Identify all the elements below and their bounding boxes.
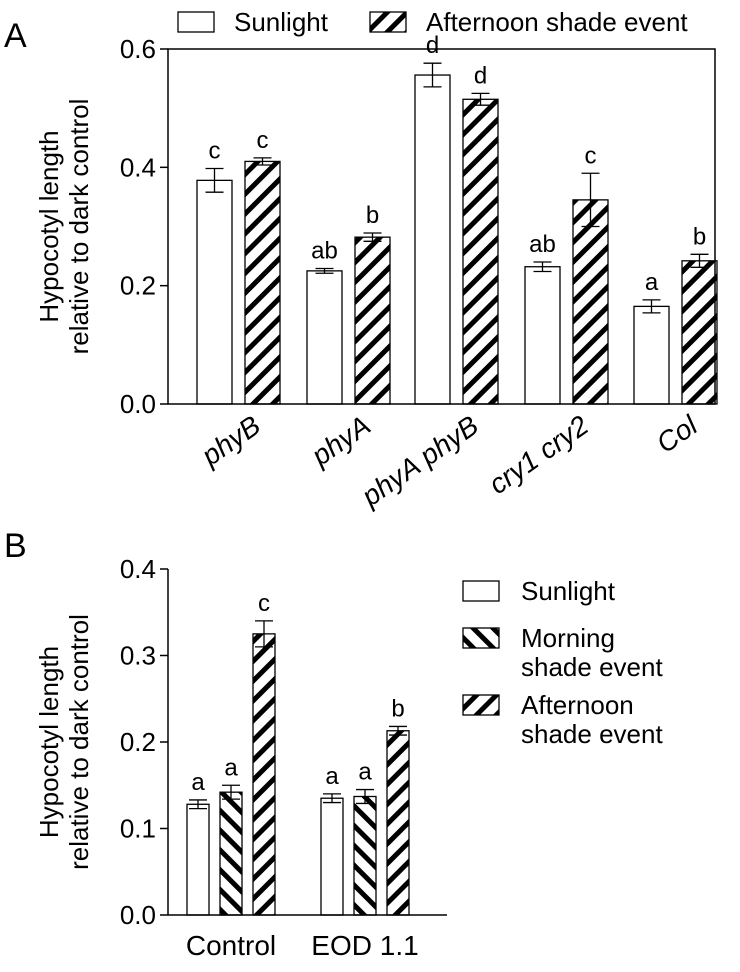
significance-letter: b [693, 223, 706, 250]
y-tick-label: 0.3 [120, 641, 156, 671]
y-axis-title-line: relative to dark control [64, 614, 94, 870]
significance-letter: c [585, 142, 597, 169]
bar [252, 633, 276, 916]
bar [414, 74, 451, 405]
y-tick-label: 0.2 [120, 271, 156, 301]
y-axis-title: Hypocotyl lengthrelative to dark control [34, 614, 94, 870]
significance-letter: ab [529, 231, 556, 258]
legend-label-line: Sunlight [521, 576, 616, 606]
bar [196, 179, 233, 405]
significance-letter: d [426, 32, 439, 59]
significance-letter: a [358, 759, 372, 786]
significance-letter: b [366, 202, 379, 229]
significance-letter: a [191, 769, 205, 796]
panel-b: B Hypocotyl lengthrelative to dark contro… [4, 527, 663, 961]
x-tick-label: Control [186, 930, 276, 961]
bar [354, 236, 391, 405]
bar [633, 305, 670, 405]
bar [524, 266, 561, 405]
legend-label-line: shade event [521, 719, 663, 749]
bar [186, 803, 210, 916]
bar [219, 791, 243, 916]
bar [306, 270, 343, 405]
y-tick-label: 0.4 [120, 152, 156, 182]
legend-label: Morning shade event [521, 623, 663, 682]
significance-letter: c [257, 127, 269, 154]
significance-letter: ab [311, 238, 338, 265]
significance-letter: a [325, 763, 339, 790]
x-tick-label: EOD 1.1 [311, 930, 418, 961]
y-axis-title-line: Hypocotyl length [34, 130, 64, 322]
panel-label: B [4, 527, 27, 565]
y-tick-label: 0.0 [120, 389, 156, 419]
legend-label: Sunlight [521, 576, 616, 606]
y-tick-label: 0.1 [120, 814, 156, 844]
panel-a: A Hypocotyl lengthrelative to dark contro… [4, 7, 718, 513]
significance-letter: d [474, 62, 487, 89]
significance-letter: c [258, 590, 270, 617]
significance-letter: a [645, 269, 659, 296]
legend-swatch [462, 580, 500, 602]
legend-label-line: Morning [521, 623, 615, 653]
y-axis-title-line: relative to dark control [64, 99, 94, 355]
legend-label: Afternoon shade event [426, 7, 688, 37]
y-tick-label: 0.4 [120, 554, 156, 584]
x-tick-label: Col [651, 409, 704, 459]
legend-label-line: Afternoon [521, 690, 634, 720]
legend-label: Sunlight [234, 7, 329, 37]
significance-letter: b [391, 695, 404, 722]
bar [244, 160, 281, 405]
legend-label-line: Sunlight [234, 7, 329, 37]
x-tick-label: phyB [195, 410, 266, 473]
bar [572, 199, 609, 405]
bar [353, 795, 377, 916]
legend-swatch [462, 694, 500, 716]
legend-swatch [462, 627, 500, 649]
bar [320, 797, 344, 916]
significance-letter: c [209, 138, 221, 165]
y-tick-label: 0.6 [120, 34, 156, 64]
bar [386, 730, 410, 916]
panel-label: A [4, 17, 27, 55]
plot-frame [167, 48, 716, 405]
y-tick-label: 0.0 [120, 900, 156, 930]
legend-label-line: shade event [521, 652, 663, 682]
x-tick-label: phyA [305, 410, 376, 473]
legend-swatch [177, 11, 215, 33]
y-axis-title-line: Hypocotyl length [34, 646, 64, 838]
x-tick-label: phyA phyB [355, 410, 484, 513]
y-axis-title: Hypocotyl lengthrelative to dark control [34, 99, 94, 355]
legend-swatch [369, 11, 407, 33]
bar [462, 98, 499, 405]
significance-letter: a [224, 754, 238, 781]
y-tick-label: 0.2 [120, 727, 156, 757]
bar [681, 260, 718, 405]
x-tick-label: cry1 cry2 [483, 409, 594, 500]
legend-label: Afternoon shade event [521, 690, 663, 749]
legend-label-line: Afternoon shade event [426, 7, 688, 37]
